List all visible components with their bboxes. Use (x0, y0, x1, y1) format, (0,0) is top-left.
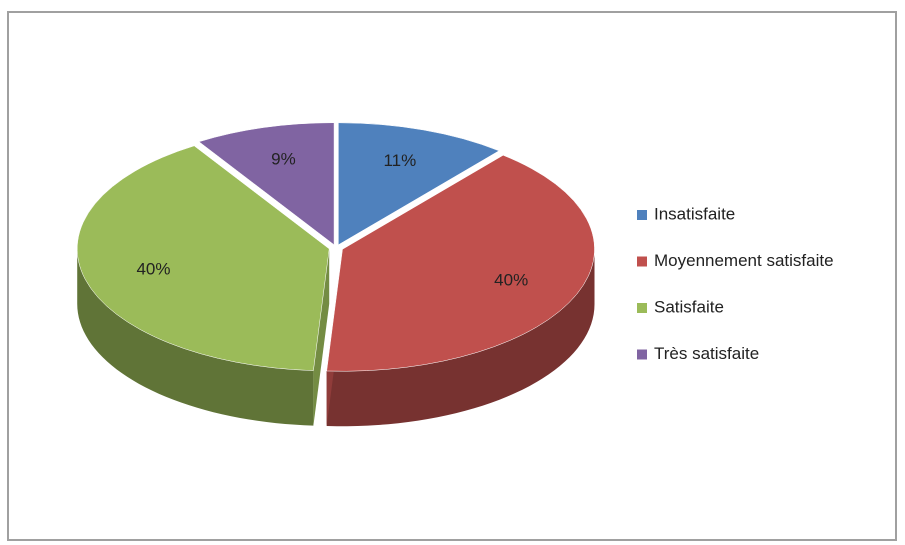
slice (198, 122, 335, 246)
data-label-value: 9 (271, 150, 280, 169)
slice (338, 122, 500, 246)
legend-label: Très satisfaite (654, 344, 759, 363)
data-label-unit: % (281, 150, 296, 169)
legend-swatch (637, 256, 647, 267)
slice-cut (313, 248, 330, 426)
legend-label: Insatisfaite (654, 204, 735, 223)
legend-label: Moyennement satisfaite (654, 251, 834, 270)
data-label-value: 40 (136, 260, 155, 279)
data-label: 9% (271, 150, 296, 169)
legend-swatch (637, 349, 647, 360)
data-label-value: 11 (383, 152, 401, 171)
data-label-unit: % (155, 260, 170, 279)
data-label: 11% (383, 152, 416, 171)
slice-side (326, 249, 595, 427)
legend-swatch (637, 210, 647, 220)
data-label: 40% (494, 271, 528, 290)
data-label-unit: % (401, 152, 416, 171)
slice (326, 154, 595, 372)
legend-label: Satisfaite (654, 297, 724, 316)
data-label-value: 40 (494, 271, 513, 290)
legend-swatch (637, 303, 647, 313)
data-label-unit: % (513, 271, 528, 290)
slice-side (77, 248, 314, 426)
slice (76, 145, 330, 371)
data-label: 40% (136, 260, 170, 279)
